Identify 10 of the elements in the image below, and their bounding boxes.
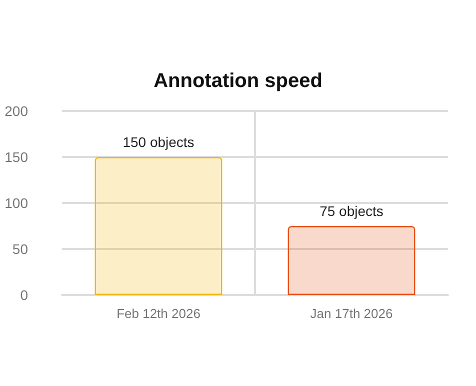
y-tick-label: 50 [12, 241, 28, 257]
data-label: 75 objects [320, 203, 384, 219]
x-tick-label: Feb 12th 2026 [116, 306, 200, 321]
chart-title: Annotation speed [154, 70, 322, 92]
x-tick-label: Jan 17th 2026 [310, 306, 393, 321]
data-label: 150 objects [122, 134, 194, 150]
y-tick-label: 150 [4, 149, 28, 165]
y-tick-label: 100 [4, 195, 28, 211]
y-tick-label: 0 [20, 287, 28, 303]
y-tick-label: 200 [4, 103, 28, 119]
